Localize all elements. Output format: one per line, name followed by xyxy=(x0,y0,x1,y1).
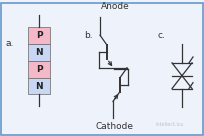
Text: b.: b. xyxy=(84,31,93,40)
Text: N: N xyxy=(35,48,43,57)
Text: P: P xyxy=(36,65,42,74)
Text: Cathode: Cathode xyxy=(96,122,134,131)
FancyBboxPatch shape xyxy=(28,27,50,44)
Text: intellect.icu: intellect.icu xyxy=(155,122,184,127)
Text: c.: c. xyxy=(158,31,166,40)
FancyBboxPatch shape xyxy=(28,61,50,78)
Text: N: N xyxy=(35,82,43,91)
Text: Anode: Anode xyxy=(101,1,129,10)
Text: a.: a. xyxy=(5,39,13,48)
FancyBboxPatch shape xyxy=(28,78,50,95)
Text: P: P xyxy=(36,31,42,40)
FancyBboxPatch shape xyxy=(28,44,50,61)
